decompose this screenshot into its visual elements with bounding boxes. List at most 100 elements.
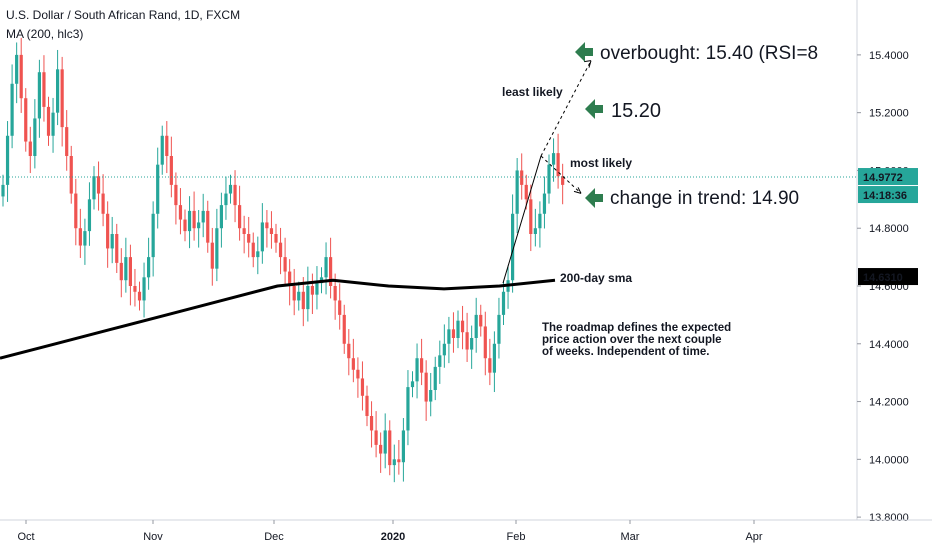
current-price-badge-bg	[858, 168, 918, 186]
candle-body	[142, 277, 146, 301]
candles	[1, 37, 565, 483]
candle-body	[556, 153, 560, 177]
candle-body	[260, 222, 264, 252]
candle-body	[410, 381, 415, 388]
candle-body	[42, 72, 46, 107]
candle-body	[306, 286, 310, 310]
candle-body	[301, 291, 305, 310]
candle-body	[228, 184, 233, 194]
candle-body	[460, 320, 465, 333]
countdown-badge: 14:18:36	[863, 190, 907, 202]
candle-body	[101, 193, 105, 214]
candle-body	[247, 234, 251, 243]
least-likely-arrowhead	[583, 60, 592, 68]
candle-body	[483, 326, 487, 359]
candle-body	[442, 343, 446, 356]
candle-body	[492, 343, 496, 373]
change-trend-label: change in trend: 14.90	[610, 188, 799, 209]
candle-body	[347, 343, 351, 359]
candle-body	[465, 332, 469, 350]
candle-body	[397, 459, 401, 463]
candle-body	[433, 366, 437, 390]
candle-body	[178, 205, 183, 220]
candle-body	[406, 387, 410, 431]
price-tick-label: 15.4000	[869, 50, 909, 62]
candle-body	[533, 228, 537, 234]
candle-body	[488, 358, 492, 373]
candle-body	[147, 257, 151, 278]
candle-body	[24, 98, 28, 142]
candle-body	[169, 156, 173, 185]
chart-title: U.S. Dollar / South African Rand, 1D, FX…	[6, 8, 241, 22]
candle-body	[187, 210, 192, 232]
candle-body	[65, 127, 69, 156]
time-tick-label: Nov	[143, 531, 163, 543]
candle-body	[28, 141, 32, 156]
candle-body	[429, 390, 433, 402]
roadmap-text-line: The roadmap defines the expected	[542, 322, 731, 334]
annotations: overbought: 15.40 (RSI=8 15.20 change in t…	[0, 42, 857, 358]
price-tick-label: 15.2000	[869, 108, 909, 120]
ma-value-badge-bg	[858, 268, 918, 286]
candle-body	[479, 314, 483, 327]
candle-body	[542, 193, 547, 214]
candle-body	[69, 156, 73, 194]
candle-body	[292, 286, 296, 301]
candle-body	[215, 228, 219, 269]
time-tick-label: Dec	[264, 531, 284, 543]
candle-body	[315, 283, 319, 295]
candle-body	[56, 69, 60, 113]
candle-body	[529, 199, 533, 234]
candle-body	[392, 459, 396, 466]
candle-body	[283, 257, 287, 272]
candle-body	[388, 430, 392, 466]
candle-body	[10, 83, 14, 136]
candle-body	[174, 184, 178, 206]
overbought-arrow-icon	[575, 42, 593, 62]
candle-body	[96, 176, 101, 194]
candle-body	[5, 135, 10, 185]
candle-body	[92, 176, 96, 200]
target-arrow-icon	[585, 99, 603, 119]
candle-body	[278, 242, 283, 258]
time-axis[interactable]: Oct Nov Dec 2020 Feb Mar Apr	[0, 519, 932, 543]
price-axis[interactable]: 13.800014.000014.200014.400014.600014.80…	[856, 0, 918, 524]
candle-body	[19, 54, 23, 99]
ma-200-line	[0, 278, 556, 360]
trend-change-arrow-icon	[585, 188, 603, 208]
time-tick-label: Mar	[621, 531, 640, 543]
candle-body	[470, 338, 474, 350]
time-tick-label: Oct	[17, 531, 34, 543]
candle-body	[447, 329, 451, 344]
candle-body	[87, 199, 92, 232]
current-price-badge: 14.9772	[863, 172, 903, 184]
candle-body	[160, 135, 164, 165]
candle-body	[1, 184, 5, 197]
candle-body	[242, 228, 246, 234]
candle-body	[333, 286, 337, 301]
candle-body	[274, 234, 278, 243]
candle-body	[197, 222, 201, 229]
candle-body	[474, 314, 478, 338]
candle-body	[156, 164, 160, 214]
price-tick-label: 14.4000	[869, 339, 909, 351]
candle-body	[37, 72, 41, 119]
least-likely-path	[540, 60, 592, 157]
candle-body	[456, 320, 460, 338]
most-likely-arrowhead	[573, 187, 582, 194]
candle-body	[106, 213, 110, 249]
time-tick-label: Feb	[507, 531, 526, 543]
candle-body	[165, 135, 169, 156]
price-tick-label: 13.8000	[869, 512, 909, 524]
candle-body	[420, 358, 424, 373]
candle-body	[551, 153, 556, 165]
price-tick-label: 14.0000	[869, 454, 909, 466]
candle-body	[415, 358, 419, 382]
candle-body	[356, 369, 360, 379]
candle-body	[438, 355, 442, 367]
candle-body	[365, 395, 369, 416]
candle-body	[324, 257, 328, 278]
candle-body	[224, 193, 228, 206]
candle-body	[192, 210, 196, 229]
